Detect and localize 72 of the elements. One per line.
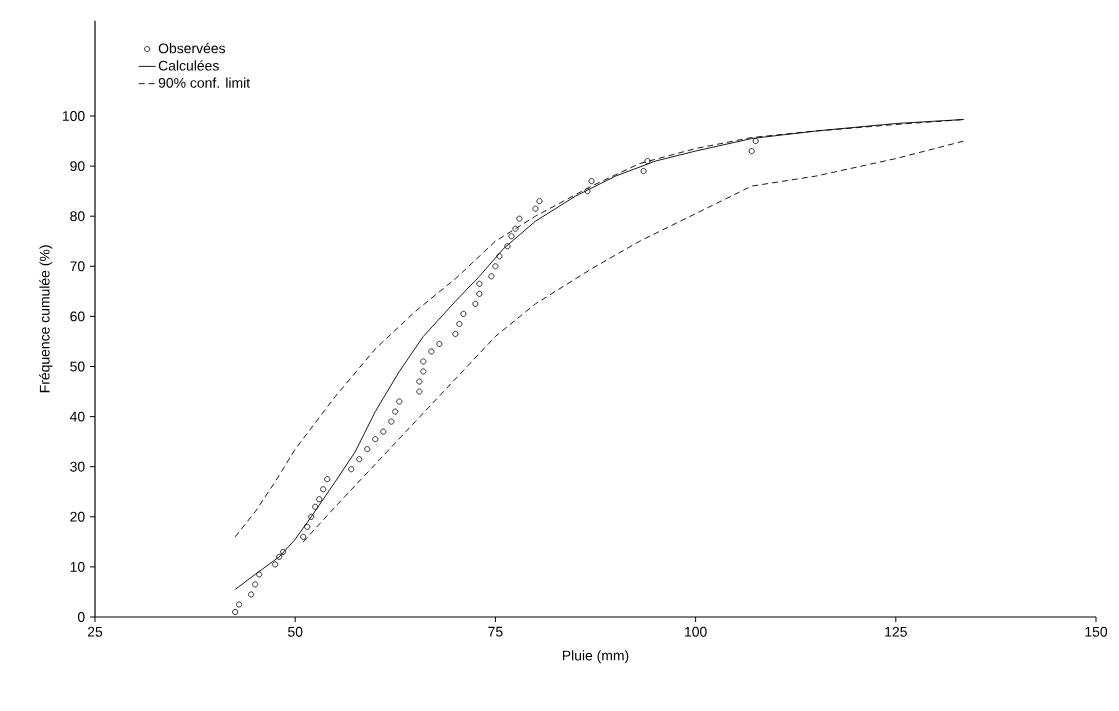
point (536, 198, 543, 205)
point (492, 263, 499, 270)
point (512, 225, 519, 232)
point (476, 290, 483, 297)
point (356, 456, 363, 463)
point (236, 601, 243, 608)
point (364, 446, 371, 453)
x-tick-label: 125 (885, 626, 907, 637)
y-tick-label: 50 (70, 361, 85, 372)
point (300, 533, 307, 540)
y-tick-label: 0 (77, 612, 85, 622)
point (416, 388, 423, 395)
point (392, 408, 399, 415)
point (320, 486, 327, 493)
y-tick-label: 70 (70, 261, 85, 272)
point (248, 591, 255, 598)
point (324, 476, 331, 483)
point (644, 158, 651, 165)
point (504, 243, 511, 250)
point (276, 553, 283, 560)
point (312, 503, 319, 510)
point (252, 581, 259, 588)
point (372, 436, 379, 443)
point (280, 548, 287, 555)
x-tick-label: 150 (1085, 626, 1108, 637)
point (640, 168, 647, 175)
legend-label: Observées (158, 42, 226, 54)
y-tick-label: 60 (70, 311, 85, 322)
point (428, 348, 435, 355)
point (588, 178, 595, 185)
point (532, 205, 539, 212)
x-tick-label: 25 (87, 626, 103, 637)
point (388, 418, 395, 425)
y-tick-label: 30 (70, 461, 85, 472)
point (460, 310, 467, 317)
point (748, 148, 755, 155)
point (420, 358, 427, 365)
point (272, 561, 279, 568)
point (472, 300, 479, 307)
point (396, 398, 403, 405)
point (380, 428, 387, 435)
point (420, 368, 427, 375)
y-tick-label: 10 (70, 561, 85, 572)
point (304, 523, 311, 530)
point (752, 138, 759, 145)
x-tick-label: 100 (685, 626, 707, 637)
point (416, 378, 423, 385)
point (496, 253, 503, 260)
point (308, 513, 315, 520)
point (488, 273, 495, 280)
point (436, 340, 443, 347)
y-tick-label: 90 (70, 161, 85, 172)
point (256, 571, 263, 578)
point (452, 330, 459, 337)
point (508, 233, 515, 240)
legend-label: Calculées (158, 60, 219, 71)
y-tick-label: 20 (70, 511, 85, 522)
y-tick-label: 80 (70, 211, 85, 222)
point (516, 215, 523, 222)
y-tick-label: 40 (69, 411, 85, 422)
point (316, 496, 323, 503)
point (348, 466, 355, 473)
point (476, 280, 483, 287)
point (456, 320, 463, 327)
point (584, 188, 591, 195)
x-tick-label: 75 (488, 626, 503, 637)
x-axis-title: Pluie (mm) (562, 650, 629, 664)
y-axis-title: Fréquence cumulée (%) (39, 245, 53, 393)
point (232, 608, 239, 615)
legend-label: 90% conf. limit (158, 77, 250, 88)
y-tick-label: 100 (62, 111, 85, 121)
x-tick-label: 50 (288, 626, 303, 637)
